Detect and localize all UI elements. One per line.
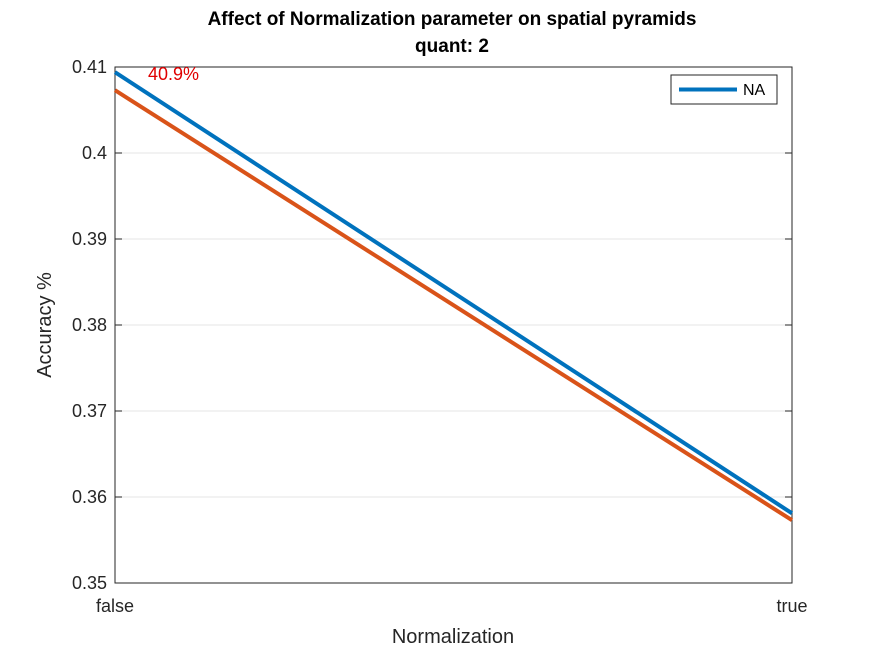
series-line-na: [113, 70, 794, 516]
y-tick-label: 0.4: [82, 143, 107, 163]
data-annotation: 40.9%: [148, 64, 199, 84]
y-tick-label: 0.38: [72, 315, 107, 335]
legend: NA: [670, 74, 778, 105]
grid-lines: [115, 152, 792, 498]
chart-title: Affect of Normalization parameter on spa…: [208, 9, 697, 30]
x-axis-label: Normalization: [392, 626, 514, 648]
x-tick-label: true: [776, 596, 807, 616]
series-lines: [113, 70, 794, 522]
annotations: 40.9%: [148, 64, 199, 84]
y-tick-label: 0.35: [72, 573, 107, 593]
legend-label-na: NA: [743, 82, 766, 99]
x-tick-label: false: [96, 596, 134, 616]
series-line-2: [113, 88, 794, 522]
axis-ticks: 0.35 0.36 0.37 0.38 0.39 0.4 0.41 false true: [72, 57, 808, 616]
y-tick-label: 0.39: [72, 229, 107, 249]
y-tick-label: 0.37: [72, 401, 107, 421]
y-tick-label: 0.41: [72, 57, 107, 77]
y-tick-label: 0.36: [72, 487, 107, 507]
y-axis-label: Accuracy %: [34, 272, 56, 378]
chart-subtitle: quant: 2: [415, 36, 489, 57]
